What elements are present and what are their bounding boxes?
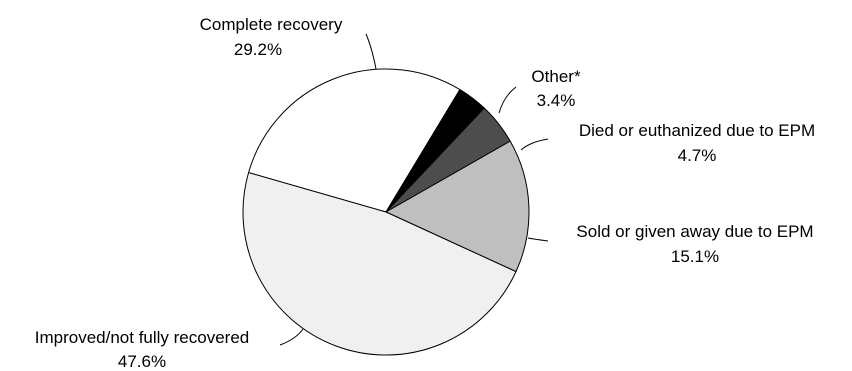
pie-slices bbox=[242, 68, 530, 356]
slice-value-complete-recovery: 29.2% bbox=[234, 40, 282, 59]
leader-complete-recovery bbox=[365, 33, 377, 70]
slice-label-sold-given-away: Sold or given away due to EPM bbox=[576, 222, 813, 241]
slice-value-improved: 47.6% bbox=[118, 352, 166, 371]
slice-value-died-euthanized: 4.7% bbox=[678, 146, 717, 165]
slice-label-complete-recovery: Complete recovery bbox=[200, 15, 343, 34]
leader-lines bbox=[279, 33, 549, 346]
leader-sold-given-away bbox=[527, 237, 549, 242]
leader-other bbox=[498, 86, 517, 114]
slice-label-improved: Improved/not fully recovered bbox=[35, 328, 250, 347]
slice-value-sold-given-away: 15.1% bbox=[671, 247, 719, 266]
slice-label-other: Other* bbox=[531, 67, 581, 86]
slice-value-other: 3.4% bbox=[537, 91, 576, 110]
slice-label-died-euthanized: Died or euthanized due to EPM bbox=[579, 121, 815, 140]
slice-improved bbox=[242, 171, 517, 356]
leader-died-euthanized bbox=[520, 138, 549, 151]
leader-improved bbox=[279, 328, 304, 346]
slice-sold-given-away bbox=[384, 140, 530, 273]
